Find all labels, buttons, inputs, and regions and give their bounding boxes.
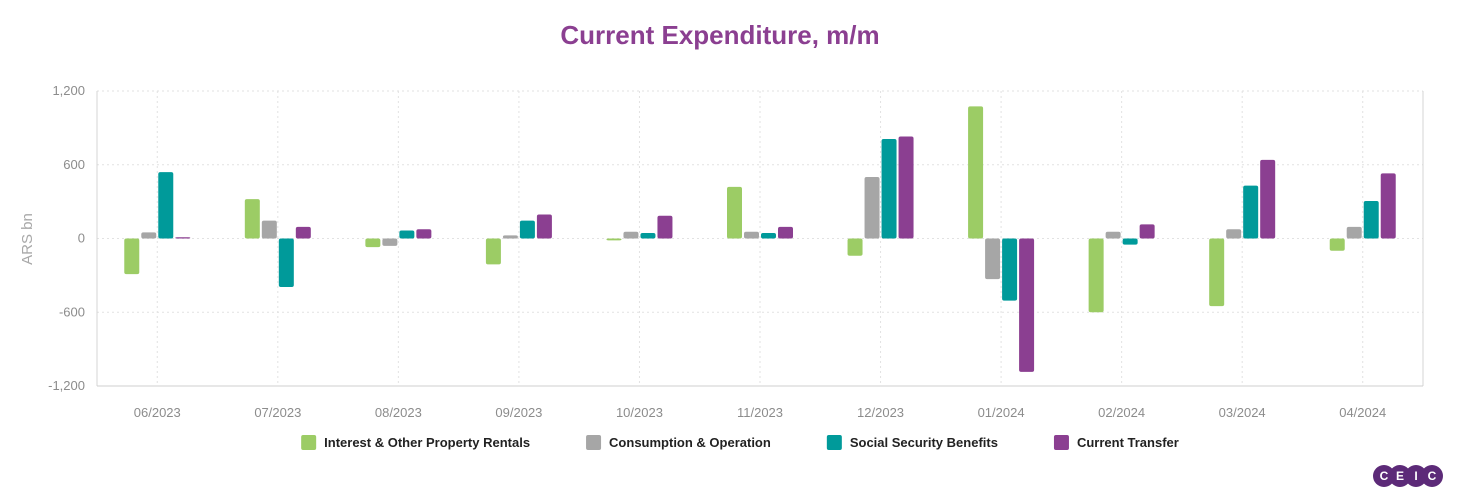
legend-swatch [1053, 435, 1069, 450]
bar [623, 231, 639, 239]
bar [278, 238, 294, 288]
y-axis-label: ARS bn [19, 213, 36, 265]
bar [778, 226, 793, 239]
bar [1122, 238, 1138, 245]
bar [640, 232, 656, 239]
bar [744, 231, 759, 239]
y-axis: -1,200 -600 0 600 1,200 [48, 83, 85, 393]
bar [606, 238, 622, 241]
bar [1002, 238, 1018, 301]
bar [847, 238, 863, 256]
bar [898, 136, 914, 239]
bar [536, 214, 552, 239]
x-axis: 06/2023 07/2023 08/2023 09/2023 10/2023 11/20… [134, 405, 1386, 420]
y-tick-label: 0 [78, 231, 85, 246]
legend-label: Consumption & Operation [609, 435, 771, 450]
bar [519, 220, 535, 239]
x-tick-label: 08/2023 [375, 405, 422, 420]
bar [1380, 173, 1396, 239]
legend: Interest & Other Property Rentals Consump… [301, 435, 1179, 450]
x-tick-label: 04/2024 [1339, 405, 1386, 420]
bar [261, 220, 277, 239]
bar [881, 138, 897, 239]
bar [502, 235, 518, 239]
bar [1260, 159, 1276, 239]
legend-label: Current Transfer [1077, 435, 1179, 450]
logo-letter: C [1428, 469, 1437, 483]
x-tick-label: 07/2023 [254, 405, 301, 420]
bar [295, 226, 311, 239]
logo-circle [1373, 465, 1395, 487]
x-tick-label: 06/2023 [134, 405, 181, 420]
bar [1019, 238, 1035, 372]
bar [158, 172, 174, 239]
bar [399, 230, 415, 239]
legend-swatch [301, 435, 317, 450]
x-tick-label: 03/2024 [1219, 405, 1266, 420]
legend-swatch [826, 435, 842, 450]
bar [244, 199, 260, 239]
bar [657, 215, 673, 239]
bar [985, 238, 1001, 280]
x-tick-label: 12/2023 [857, 405, 904, 420]
y-tick-label: 1,200 [52, 83, 85, 98]
bar [1329, 238, 1345, 251]
logo-circle [1405, 465, 1427, 487]
chart-title: Current Expenditure, m/m [560, 20, 879, 50]
bar [1226, 229, 1242, 239]
bar [1209, 238, 1225, 307]
logo-letter: I [1414, 469, 1417, 483]
legend-label: Interest & Other Property Rentals [324, 435, 530, 450]
bar [1088, 238, 1104, 313]
bar [1346, 226, 1362, 239]
y-tick-label: 600 [63, 157, 85, 172]
bar [124, 238, 140, 275]
y-tick-label: -600 [59, 304, 85, 319]
legend-label: Social Security Benefits [850, 435, 998, 450]
y-tick-label: -1,200 [48, 378, 85, 393]
bar [365, 238, 381, 248]
logo-letter: C [1380, 469, 1389, 483]
bar [1243, 185, 1259, 239]
bar [175, 237, 191, 239]
bar [761, 232, 776, 239]
x-tick-label: 09/2023 [495, 405, 542, 420]
x-tick-label: 11/2023 [737, 405, 783, 420]
bar [382, 238, 398, 246]
bars [124, 106, 1396, 372]
logo-circle [1389, 465, 1411, 487]
bar [864, 177, 880, 239]
bar [1139, 224, 1155, 239]
logo-letter: E [1396, 469, 1404, 483]
bar [1363, 201, 1379, 239]
x-tick-label: 01/2024 [978, 405, 1025, 420]
x-tick-label: 10/2023 [616, 405, 663, 420]
logo-circle [1421, 465, 1443, 487]
bar [416, 229, 432, 239]
bar [1105, 231, 1121, 239]
bar [485, 238, 501, 265]
bar [141, 232, 157, 239]
x-tick-label: 02/2024 [1098, 405, 1145, 420]
legend-swatch [586, 435, 602, 450]
bar [968, 106, 984, 239]
bar [727, 186, 742, 239]
grid [96, 90, 1424, 387]
